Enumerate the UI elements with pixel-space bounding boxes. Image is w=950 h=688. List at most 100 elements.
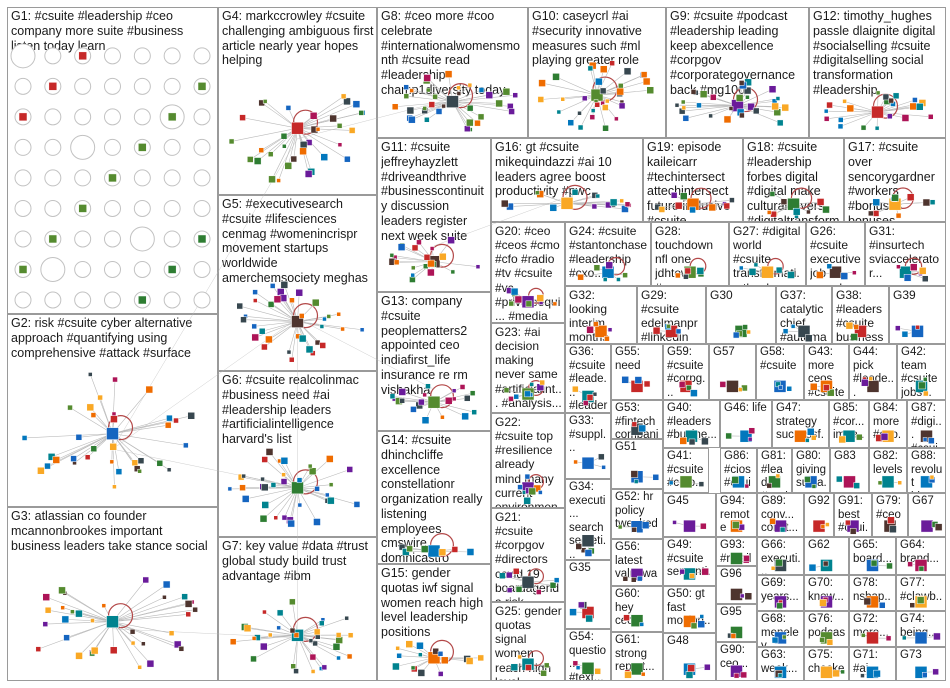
group-label: G37: catalytic chief #automa...	[780, 288, 827, 344]
group-label: G39	[893, 288, 916, 302]
group-label: G20: #ceo #ceos #cmo #cfo #radio #tv #cs…	[495, 224, 561, 323]
group-box-g49: G49: #csuite semanti...	[663, 537, 716, 586]
group-box-g66: G66: executi...	[757, 537, 804, 575]
group-box-g31: G31: #insurtech sviaccelerator...	[865, 222, 946, 286]
group-box-g2: G2: risk #csuite cyber alternative appro…	[7, 314, 218, 507]
group-box-g92: G92	[804, 493, 834, 537]
group-box-g96: G96	[716, 566, 757, 604]
group-box-g17: G17: #csuite over sencorygardner #worker…	[844, 138, 946, 222]
group-label: G48	[667, 635, 689, 647]
group-label: G79: #ceo	[876, 495, 901, 521]
group-box-g61: G61: strong report...	[611, 632, 663, 681]
group-label: G3: atlassian co founder mcannonbrookes …	[11, 509, 208, 553]
group-box-g5: G5: #executivesearch #csuite #lifescienc…	[218, 195, 377, 371]
group-box-g9: G9: #csuite #podcast #leadership leading…	[666, 7, 809, 138]
group-label: G69: years...	[761, 577, 799, 603]
group-label: G85: #cor... impa...	[833, 402, 865, 447]
group-label: G34: executi... search secreti... #gated…	[569, 481, 607, 560]
group-label: G78: nsbap...	[853, 577, 891, 611]
group-label: G9: #csuite #podcast #leadership leading…	[670, 9, 796, 97]
group-label: G54: questio... #text...	[569, 631, 607, 681]
group-label: G2: risk #csuite cyber alternative appro…	[11, 316, 193, 360]
group-label: G33: #suppl...	[569, 415, 607, 455]
group-box-g35: G35	[565, 560, 611, 629]
group-label: G70: know...	[808, 577, 844, 603]
group-label: G59: #csuite #corpg... #invest...	[667, 346, 706, 399]
group-box-g20: G20: #ceo #ceos #cmo #cfo #radio #tv #cs…	[491, 222, 565, 323]
group-box-g83: G83	[830, 448, 869, 493]
group-box-g65: G65: board...	[849, 537, 896, 575]
group-box-g50: G50: gt fast moving...	[663, 586, 716, 633]
group-label: G84: more #ceo...	[873, 402, 902, 447]
group-box-g52: G52: hr policy tweaked...	[611, 489, 663, 539]
group-label: G24: #csuite #stantonchase #leadership #…	[569, 224, 648, 281]
group-label: G45	[667, 495, 689, 507]
group-box-g53: G53: #fintech compani...	[611, 400, 663, 439]
group-label: G81: #lead... #csui...	[761, 450, 788, 492]
group-box-g44: G44: pick #leade... #csuite...	[849, 344, 897, 400]
group-box-g57: G57	[709, 344, 756, 400]
group-box-g27: G27: #digital world #csuite transformati…	[729, 222, 806, 286]
group-label: G17: #csuite over sencorygardner #worker…	[848, 140, 935, 222]
group-label: G88: revolut hires...	[911, 450, 943, 492]
group-label: G30	[710, 288, 733, 302]
group-box-g87: G87: #digi... #csui...	[907, 400, 946, 448]
group-box-g4: G4: markccrowley #csuite challenging amb…	[218, 7, 377, 195]
group-label: G72: more...	[853, 613, 889, 639]
group-box-g93: G93: #retail...	[716, 537, 757, 566]
group-box-g71: G71: #ai...	[849, 647, 896, 681]
group-box-g43: G43: more ceos #csuite...	[804, 344, 849, 400]
group-label: G91: best #csui...	[838, 495, 869, 536]
group-box-g88: G88: revolut hires...	[907, 448, 946, 493]
group-box-g32: G32: looking interim months application.…	[565, 286, 637, 344]
group-label: G31: #insurtech sviaccelerator...	[869, 224, 940, 281]
group-label: G5: #executivesearch #csuite #lifescienc…	[222, 197, 368, 285]
group-label: G51	[615, 441, 637, 453]
group-box-g3: G3: atlassian co founder mcannonbrookes …	[7, 507, 218, 681]
group-box-g33: G33: #suppl...	[565, 413, 611, 479]
group-label: G12: timothy_hughes passle dlaignite dig…	[813, 9, 936, 97]
group-label: G28: touchdown nfl one jdhtown #cmo...	[655, 224, 714, 285]
group-box-g76: G76: podcas...	[804, 611, 849, 647]
group-box-g45: G45	[663, 493, 716, 537]
group-label: G36: #csuite #leade... #leaders #wome...	[569, 346, 608, 413]
group-box-g59: G59: #csuite #corpg... #invest...	[663, 344, 709, 400]
group-label: G77: #clawb...	[900, 577, 943, 611]
group-box-g42: G42: team #csuite jobs...	[897, 344, 946, 400]
group-label: G94: remote	[720, 495, 750, 535]
group-label: G43: more ceos #csuite...	[808, 346, 845, 399]
group-label: G53: #fintech compani...	[615, 402, 659, 439]
group-box-g22: G22: #csuite top #resilience already min…	[491, 413, 565, 508]
group-label: G15: gender quotas iwf signal women reac…	[381, 566, 484, 639]
group-label: G21: #csuite #corpgov #directors covid 1…	[495, 510, 560, 602]
group-label: G23: #ai decision making never same #art…	[495, 325, 562, 410]
group-box-g84: G84: more #ceo...	[869, 400, 907, 448]
group-label: G13: company #csuite peoplematters2 appo…	[381, 294, 468, 397]
group-label: G62	[808, 539, 830, 551]
group-box-g69: G69: years...	[757, 575, 804, 611]
group-label: G38: #leaders #csuite business...	[836, 288, 884, 344]
group-label: G92	[808, 495, 830, 507]
group-label: G35	[569, 562, 591, 574]
group-box-g54: G54: questio... #text...	[565, 629, 611, 681]
group-box-g14: G14: #csuite dhinchcliffe excellence con…	[377, 431, 491, 564]
group-box-g15: G15: gender quotas iwf signal women reac…	[377, 564, 491, 681]
group-box-g13: G13: company #csuite peoplematters2 appo…	[377, 292, 491, 431]
group-label: G67	[912, 495, 934, 507]
group-box-g72: G72: more...	[849, 611, 896, 647]
group-label: G86: #cios #csui...	[724, 450, 751, 492]
group-box-g81: G81: #lead... #csui...	[757, 448, 792, 493]
group-box-g91: G91: best #csui...	[834, 493, 872, 537]
group-box-g16: G16: gt #csuite mikequindazzi #ai 10 lea…	[491, 138, 643, 222]
group-box-g73: G73	[896, 647, 946, 681]
group-label: G61: strong report...	[615, 634, 655, 674]
group-box-g38: G38: #leaders #csuite business...	[832, 286, 889, 344]
group-box-g28: G28: touchdown nfl one jdhtown #cmo...	[651, 222, 729, 286]
group-box-g77: G77: #clawb...	[896, 575, 946, 611]
group-box-g29: G29: #csuite edelmanpr #linkedin study..…	[637, 286, 706, 344]
group-label: G11: #csuite jeffreyhayzlett #driveandth…	[381, 140, 484, 243]
group-box-g19: G19: episode kaileicarr #techintersect a…	[643, 138, 743, 222]
group-box-g60: G60: hey ceos cmos...	[611, 586, 663, 632]
group-box-g25: G25: gender quotas signal women reach hi…	[491, 602, 565, 681]
